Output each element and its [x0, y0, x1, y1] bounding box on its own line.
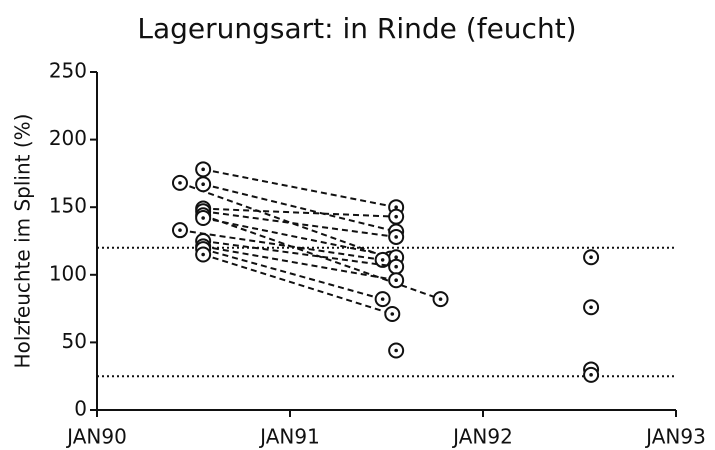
y-tick-label: 50 — [62, 329, 87, 353]
y-tick-label: 100 — [49, 261, 87, 285]
x-tick-label: JAN90 — [65, 425, 127, 449]
y-axis-label: Holzfeuchte im Splint (%) — [11, 114, 35, 369]
y-tick-label: 250 — [49, 59, 87, 83]
marker-dot — [380, 297, 385, 301]
connecting-line — [203, 210, 397, 238]
x-tick-label: JAN92 — [451, 425, 513, 449]
marker-dot — [178, 181, 182, 185]
y-tick-label: 200 — [49, 126, 87, 150]
chart-title: Lagerungsart: in Rinde (feucht) — [137, 12, 576, 45]
x-tick-label: JAN91 — [258, 425, 320, 449]
connecting-line — [202, 183, 397, 233]
connecting-line — [179, 229, 383, 261]
marker-dot — [178, 228, 182, 232]
marker-dot — [201, 182, 205, 187]
marker-dot — [394, 235, 398, 239]
connecting-line — [203, 207, 397, 218]
y-tick-label: 0 — [74, 397, 87, 421]
marker-dot — [394, 264, 398, 269]
marker-dot — [394, 205, 398, 209]
marker-dot — [201, 216, 205, 220]
connecting-line — [202, 253, 393, 315]
marker-dot — [589, 305, 593, 310]
marker-dot — [380, 258, 385, 262]
connecting-line — [203, 240, 397, 268]
marker-dot — [589, 373, 593, 377]
y-tick-label: 150 — [49, 194, 87, 218]
marker-dot — [390, 312, 395, 316]
marker-dot — [394, 278, 398, 283]
marker-dot — [201, 167, 205, 172]
marker-dot — [438, 297, 443, 301]
connecting-line — [202, 217, 397, 259]
connecting-line — [202, 214, 441, 301]
marker-dot — [589, 255, 593, 260]
marker-dot — [201, 252, 205, 257]
marker-dot — [394, 348, 398, 353]
marker-dot — [394, 214, 398, 219]
connecting-line — [202, 248, 383, 301]
marker-dot — [394, 255, 398, 260]
connecting-line — [202, 245, 397, 282]
x-tick-label: JAN93 — [644, 425, 706, 449]
connecting-line — [202, 168, 397, 209]
connecting-line — [179, 181, 391, 260]
